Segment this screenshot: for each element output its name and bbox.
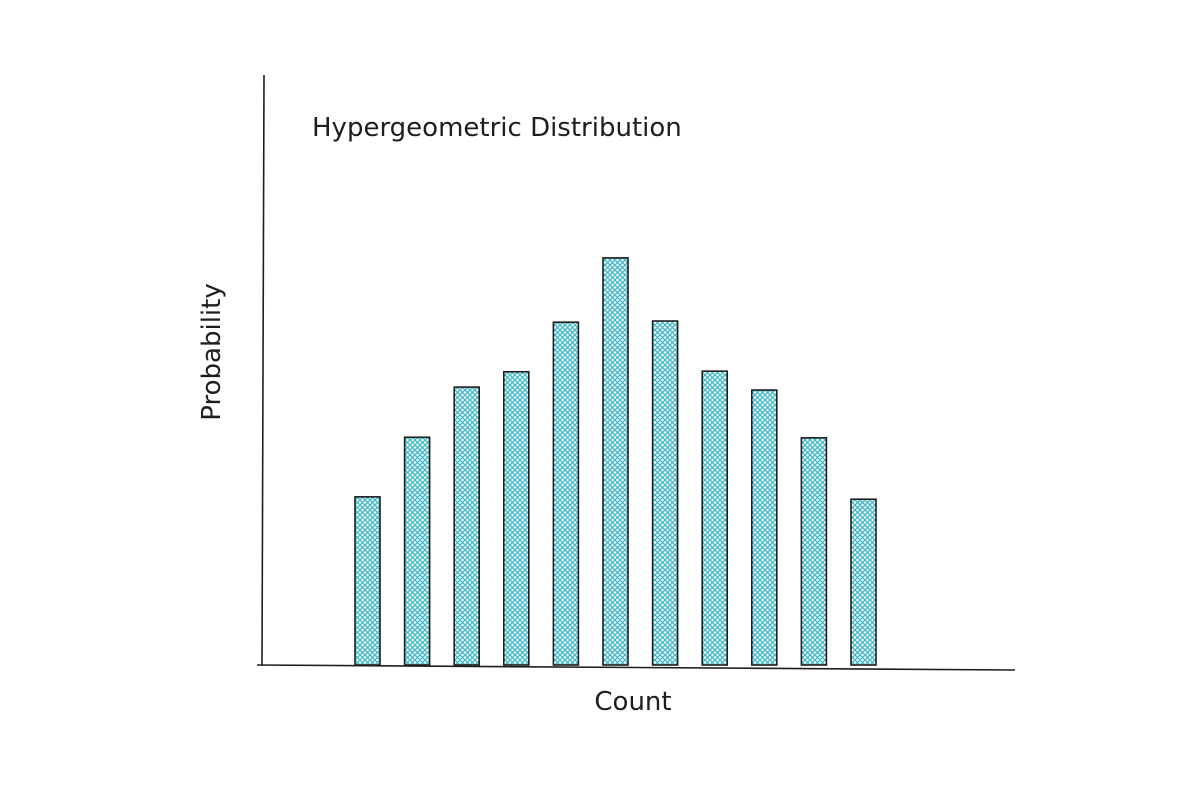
chart-title: Hypergeometric Distribution bbox=[312, 113, 682, 143]
y-axis bbox=[261, 74, 265, 667]
bar-8 bbox=[701, 370, 729, 666]
bar-5 bbox=[552, 321, 580, 666]
bar-10 bbox=[800, 437, 828, 666]
bar-4 bbox=[502, 370, 530, 666]
bar-9 bbox=[750, 389, 778, 666]
bar-11 bbox=[850, 498, 877, 666]
y-axis-label: Probability bbox=[197, 283, 227, 420]
x-axis bbox=[256, 664, 1016, 671]
bar-3 bbox=[453, 386, 481, 666]
bar-6 bbox=[602, 257, 629, 666]
bar-7 bbox=[651, 320, 679, 666]
bar-2 bbox=[403, 436, 431, 666]
bar-1 bbox=[354, 496, 381, 666]
x-axis-label: Count bbox=[594, 687, 671, 717]
